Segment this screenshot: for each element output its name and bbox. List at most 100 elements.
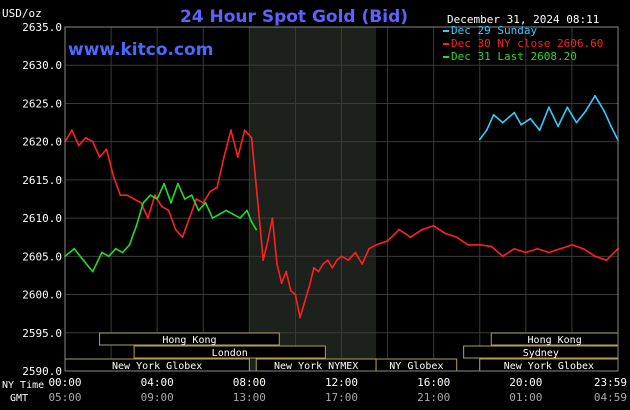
x-axis-label-gmt: GMT [10, 393, 28, 404]
units-label: USD/oz [2, 7, 42, 20]
x-tick-label-gmt: 01:00 [509, 391, 542, 404]
x-tick-label-gmt: 13:00 [233, 391, 266, 404]
series-point [559, 247, 562, 250]
series-point [368, 247, 371, 250]
series-point [255, 228, 258, 231]
y-tick-label: 2615.0 [22, 174, 62, 187]
market-session-box [133, 345, 326, 359]
series-point [375, 243, 377, 246]
series-point [335, 259, 338, 262]
series-point [276, 263, 278, 265]
series-point [421, 228, 424, 231]
series-point [347, 259, 350, 262]
series-point [209, 190, 212, 193]
series-point [386, 240, 389, 242]
website-label[interactable]: www.kitco.com [68, 40, 213, 60]
market-session-label: New York Globex [112, 361, 202, 372]
x-tick-label-ny: 04:00 [141, 376, 174, 389]
series-point [603, 110, 606, 112]
y-tick-label: 2595.0 [22, 327, 62, 340]
series-point [594, 255, 596, 258]
plot-frame [64, 26, 619, 372]
series-point [91, 140, 94, 143]
series-point [571, 243, 573, 246]
series-point [223, 156, 225, 158]
series-point [121, 251, 124, 254]
series-point [250, 221, 253, 223]
market-session-label: New York NYMEX [274, 361, 358, 372]
series-point [246, 209, 248, 212]
series-point [547, 251, 550, 254]
series-point [107, 255, 110, 258]
series-point [566, 106, 569, 109]
series-point [285, 270, 288, 273]
series-point [100, 251, 103, 254]
market-session-box [99, 332, 280, 346]
series-point [524, 251, 527, 254]
series-point [239, 217, 242, 220]
series-point [529, 117, 532, 120]
market-session-label: New York Globex [504, 361, 594, 372]
series-point [135, 224, 138, 227]
series-point [303, 301, 306, 304]
market-session-label: NY Globex [389, 361, 443, 372]
market-session-label: Sydney [523, 348, 559, 359]
y-tick-label: 2620.0 [22, 136, 62, 149]
series-point [501, 255, 504, 258]
series-point [181, 236, 184, 239]
series-point [582, 247, 585, 250]
series-point [432, 224, 435, 227]
series-point [250, 136, 253, 139]
series-point [308, 286, 311, 288]
series-point [467, 243, 470, 246]
series-point [317, 270, 320, 273]
series-point [520, 123, 523, 126]
chart-title: 24 Hour Spot Gold (Bid) [180, 7, 408, 27]
series-point [289, 289, 292, 292]
x-tick-label-gmt: 17:00 [325, 391, 358, 404]
series-point [133, 198, 136, 200]
series-point [218, 213, 221, 216]
x-tick-label-gmt: 05:00 [48, 391, 81, 404]
series-point [299, 316, 301, 319]
series-point [490, 245, 493, 248]
series-point [326, 259, 329, 262]
series-point [594, 94, 596, 97]
series-point [361, 263, 364, 265]
series-point [331, 266, 334, 269]
series-point [142, 201, 145, 204]
y-tick-label: 2590.0 [22, 365, 62, 378]
series-point [114, 247, 117, 250]
series-point [557, 125, 559, 128]
x-tick-label-ny: 12:00 [325, 376, 358, 389]
series-point [501, 121, 504, 124]
series-point [140, 201, 142, 204]
series-point [211, 217, 214, 220]
series-point [398, 228, 401, 231]
series-point [183, 198, 186, 200]
series-point [98, 156, 101, 158]
series-point [174, 228, 177, 231]
series-point [105, 148, 108, 151]
series-point [409, 236, 412, 239]
x-tick-label-ny: 08:00 [233, 376, 266, 389]
x-tick-label-gmt: 04:59 [594, 391, 627, 404]
series-point [119, 194, 122, 197]
x-tick-label-gmt: 21:00 [417, 391, 450, 404]
x-tick-label-ny: 23:59 [594, 376, 627, 389]
y-tick-label: 2600.0 [22, 289, 62, 302]
y-tick-label: 2625.0 [22, 97, 62, 110]
y-axis-ticks: 2635.0 2630.0 2625.0 2620.0 2615.0 2610.0 2605… [22, 21, 62, 378]
series-point [294, 293, 297, 296]
series-lines [64, 94, 619, 319]
series-point [167, 209, 170, 212]
date-label: December 31, 2024 08:11 [447, 13, 599, 26]
x-tick-label-ny: 20:00 [509, 376, 542, 389]
series-point [232, 213, 235, 216]
series-point [478, 138, 481, 141]
market-session-label: Hong Kong [162, 335, 216, 346]
series-point [170, 201, 172, 204]
series-point [91, 270, 94, 273]
legend-entry: Dec 29 Sunday [451, 24, 537, 37]
